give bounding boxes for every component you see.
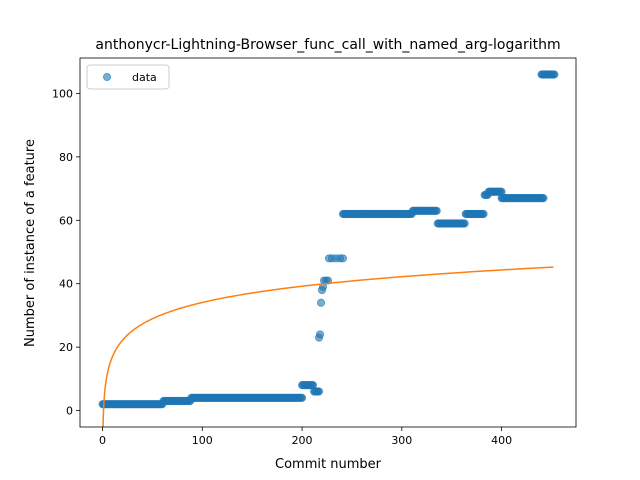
y-axis-ticks: 0 20 40 60 80 100 <box>52 88 80 418</box>
x-tick-label: 200 <box>292 434 313 447</box>
x-axis-ticks: 0 100 200 300 400 <box>99 427 512 447</box>
x-tick-label: 0 <box>99 434 106 447</box>
data-point <box>315 330 325 339</box>
y-tick-label: 60 <box>59 214 73 227</box>
x-axis-label: Commit number <box>275 457 382 472</box>
data-point <box>460 219 469 228</box>
legend-marker <box>102 72 112 82</box>
data-point <box>314 387 324 396</box>
legend-box <box>86 64 170 90</box>
data-point <box>539 194 548 203</box>
y-tick-label: 0 <box>66 405 73 418</box>
y-tick-label: 100 <box>52 88 73 101</box>
y-tick-label: 20 <box>59 341 73 354</box>
data-point <box>479 209 488 219</box>
data-point <box>432 206 441 215</box>
data-points <box>98 70 559 409</box>
data-point <box>297 393 307 402</box>
data-point <box>338 254 348 263</box>
plot-frame <box>79 57 577 428</box>
x-tick-label: 100 <box>192 434 213 447</box>
data-point <box>323 276 333 285</box>
x-tick-label: 300 <box>391 434 412 447</box>
y-tick-label: 80 <box>59 151 73 164</box>
legend: data <box>86 64 170 90</box>
fit-line <box>102 266 554 427</box>
data-point <box>316 298 326 307</box>
chart-title: anthonycr-Lightning-Browser_func_call_wi… <box>95 37 560 53</box>
data-point <box>550 70 559 79</box>
legend-label: data <box>132 71 157 84</box>
plot-area <box>79 57 577 428</box>
y-tick-label: 40 <box>59 278 73 291</box>
x-tick-label: 400 <box>491 434 512 447</box>
y-axis-label: Number of instance of a feature <box>23 139 38 347</box>
